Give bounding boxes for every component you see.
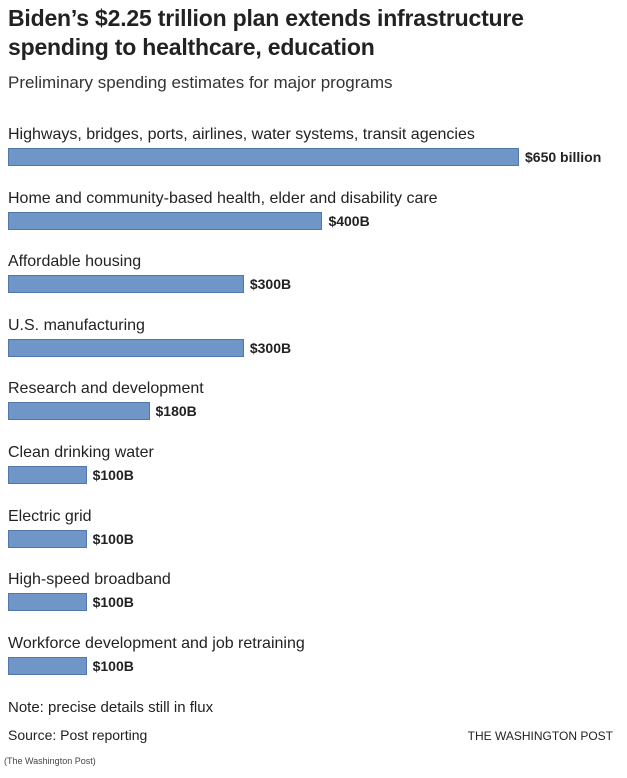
bar <box>8 211 323 230</box>
brand-label: THE WASHINGTON POST <box>467 729 613 743</box>
category-label: High-speed broadband <box>8 571 171 589</box>
category-label: Electric grid <box>8 507 92 525</box>
value-label: $100B <box>92 657 134 674</box>
bar <box>8 529 87 548</box>
bar <box>8 656 87 675</box>
value-label: $100B <box>92 594 134 611</box>
chart-source: Source: Post reporting <box>8 727 148 743</box>
category-label: Home and community-based health, elder a… <box>8 189 438 207</box>
value-label: $400B <box>328 212 370 229</box>
value-label: $180B <box>155 403 197 420</box>
category-label: Clean drinking water <box>8 444 154 461</box>
bar <box>8 466 87 484</box>
chart-subtitle: Preliminary spending estimates for major… <box>8 73 393 92</box>
category-label: Workforce development and job retraining <box>8 634 305 652</box>
value-label: $300B <box>249 339 292 356</box>
bar <box>8 338 244 357</box>
bar <box>8 275 244 294</box>
value-label: $100B <box>92 467 134 483</box>
value-label: $650 billion <box>525 149 602 165</box>
bar <box>8 148 519 166</box>
value-label: $100B <box>92 530 134 547</box>
bar <box>8 402 150 421</box>
category-label: Affordable housing <box>8 253 142 271</box>
value-label: $300B <box>249 276 292 293</box>
category-label: U.S. manufacturing <box>8 316 145 334</box>
chart-title: Biden’s $2.25 trillion plan extends infr… <box>8 5 524 60</box>
image-credit: (The Washington Post) <box>4 756 96 766</box>
category-label: Research and development <box>8 380 204 398</box>
bar <box>8 593 87 612</box>
category-label: Highways, bridges, ports, airlines, wate… <box>8 126 475 143</box>
chart-note: Note: precise details still in flux <box>8 699 214 716</box>
